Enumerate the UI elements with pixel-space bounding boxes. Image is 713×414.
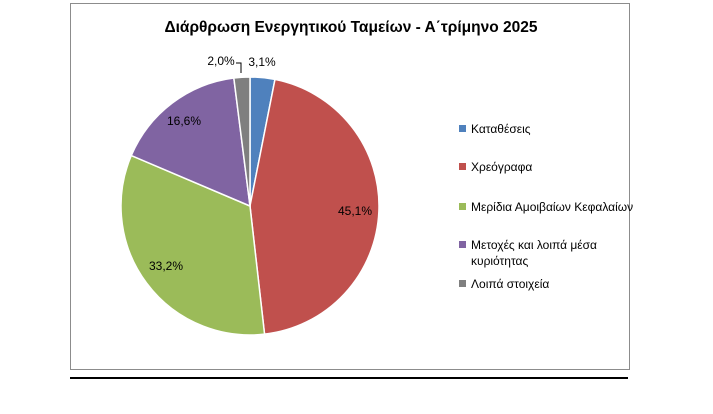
slice-label-2: 45,1% — [338, 204, 372, 218]
slice-label-3: 33,2% — [149, 259, 183, 273]
chart-title: Διάρθρωση Ενεργητικού Ταμείων - Α΄τρίμην… — [164, 19, 538, 36]
legend-swatch-2 — [459, 163, 466, 170]
legend-label-3: Μερίδια Αμοιβαίων Κεφαλαίων — [471, 200, 634, 214]
legend-label-5: Λοιπά στοιχεία — [471, 277, 550, 291]
pie-slice-2 — [249, 78, 380, 336]
legend-item-3: Μερίδια Αμοιβαίων Κεφαλαίων — [459, 199, 641, 215]
pie-slice-5 — [232, 76, 251, 207]
legend-item-2: Χρεόγραφα — [459, 159, 641, 175]
slice-label-4: 16,6% — [167, 114, 201, 128]
legend-item-5: Λοιπά στοιχεία — [459, 276, 641, 292]
legend-item-1: Καταθέσεις — [459, 121, 641, 137]
pie-slice-3 — [120, 154, 266, 336]
legend-swatch-4 — [459, 241, 466, 248]
legend-label-1: Καταθέσεις — [471, 122, 531, 136]
legend-label-4: Μετοχές και λοιπά μέσα κυριότητας — [471, 238, 597, 268]
chart-frame: Διάρθρωση Ενεργητικού Ταμείων - Α΄τρίμην… — [70, 3, 633, 370]
legend-swatch-1 — [459, 125, 466, 132]
legend-swatch-3 — [459, 203, 466, 210]
slice-label-5: 2,0% — [207, 54, 235, 68]
pie-chart: 3,1% 45,1% 33,2% 16,6% 2,0% — [120, 54, 380, 336]
bottom-rule — [70, 377, 628, 379]
slice-label-1: 3,1% — [248, 55, 276, 69]
leader-line — [236, 62, 242, 73]
legend-label-2: Χρεόγραφα — [471, 160, 533, 174]
legend-swatch-5 — [459, 280, 466, 287]
legend-item-4: Μετοχές και λοιπά μέσα κυριότητας — [459, 237, 641, 269]
pie-slice-4 — [130, 77, 251, 208]
